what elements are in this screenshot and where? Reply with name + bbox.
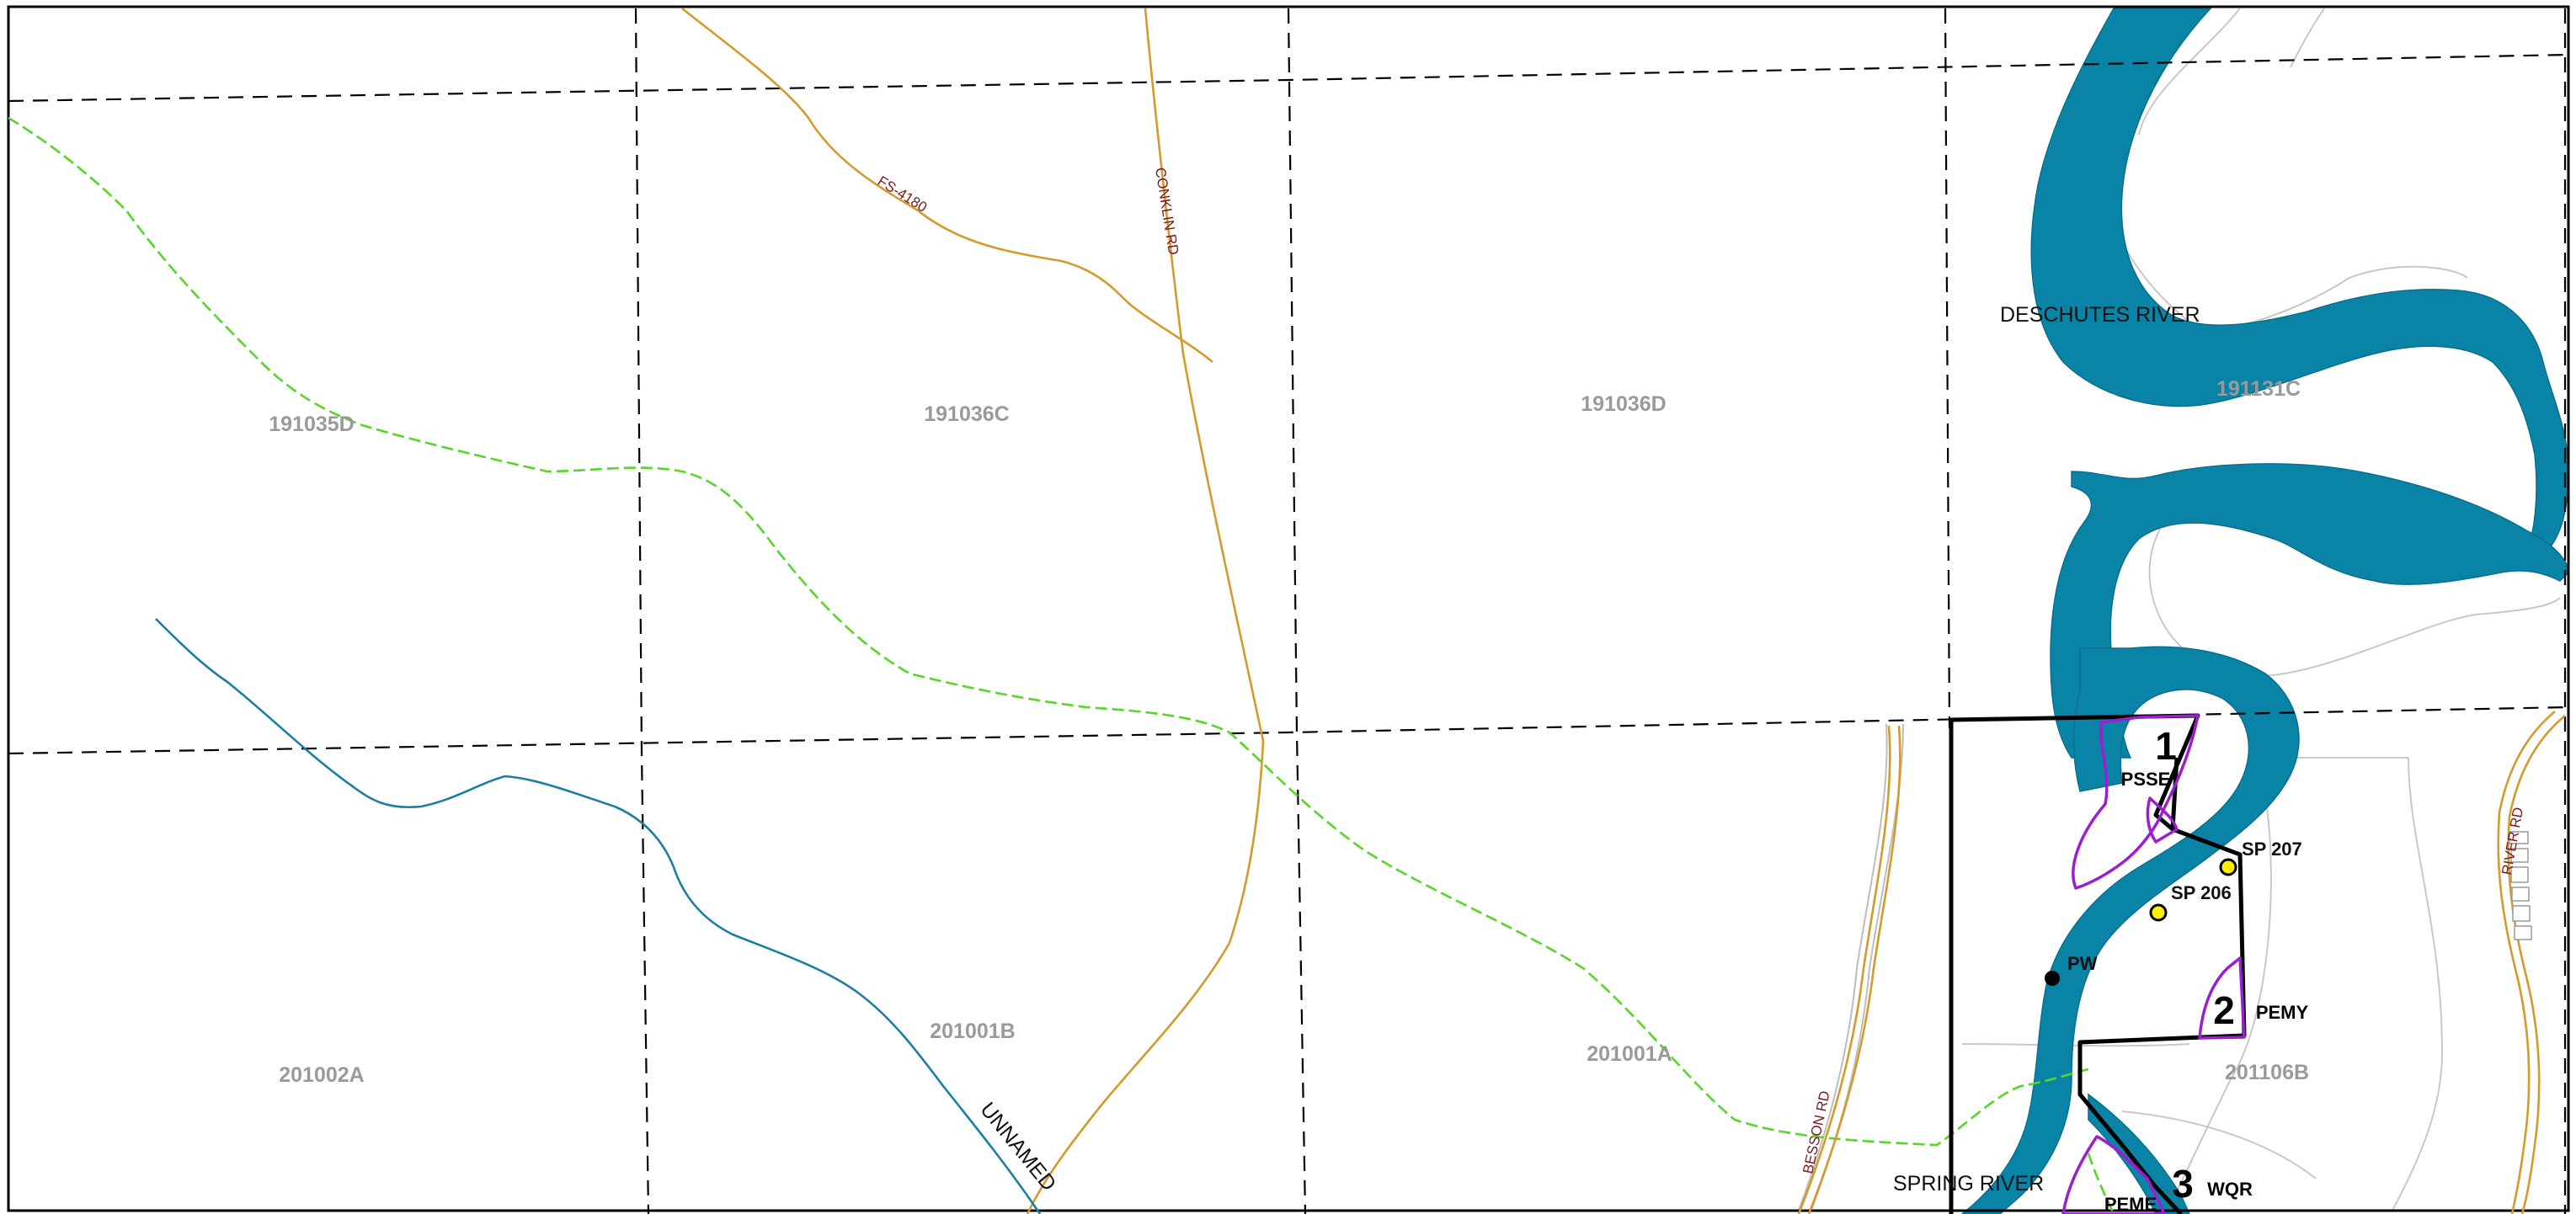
- section-labels: 191035D 191036C 191036D 191131C 201002A …: [269, 377, 2309, 1087]
- sample-point-label: SP 206: [2171, 882, 2232, 903]
- well-pw-marker: [2045, 971, 2060, 986]
- sample-point-label: SP 207: [2242, 839, 2302, 860]
- wetland-code-label: PEME: [2104, 1194, 2157, 1214]
- river-rd-road-b: [2497, 711, 2556, 1214]
- besson-rd-road-a: [1807, 725, 1901, 1214]
- wetland-2-outline: [2198, 956, 2246, 1040]
- river-label-deschutes: DESCHUTES RIVER: [2000, 303, 2200, 327]
- trail-lines: [8, 116, 2115, 1214]
- section-label: 191035D: [269, 413, 354, 436]
- wetland-1-inner: [2146, 796, 2179, 844]
- wetland-labels: 1 PSSE 2 PEMY 3 WQR PEME: [2104, 724, 2309, 1214]
- point-labels: SP 207 SP 206 PW: [2067, 839, 2302, 974]
- well-label: PW: [2067, 953, 2098, 974]
- section-label: 191131C: [2216, 377, 2301, 401]
- unnamed-stream: [155, 618, 1042, 1214]
- fs-4180-road: [681, 7, 1213, 363]
- besson-rd-road-b: [1797, 725, 1891, 1214]
- road-lines: [681, 7, 2566, 1214]
- wetland-code-label: PSSE: [2121, 769, 2171, 790]
- deschutes-river-middle-bend: [2050, 463, 2569, 759]
- sample-points: [2045, 858, 2237, 986]
- river-label-spring: SPRING RIVER: [1893, 1172, 2044, 1195]
- wetland-polygons: [2061, 714, 2246, 1214]
- river-polygons: [1960, 8, 2569, 1214]
- wetland-3-outline: [2061, 1135, 2166, 1214]
- wetland-1-outline: [2072, 714, 2200, 890]
- sample-point-sp206-marker: [2149, 903, 2168, 922]
- wetland-code-label: PEMY: [2256, 1002, 2309, 1023]
- deschutes-river-lower-loop: [1960, 646, 2300, 1214]
- section-label: 201001B: [930, 1020, 1015, 1043]
- section-label: 201106B: [2225, 1061, 2309, 1084]
- sample-point-sp207-marker: [2219, 858, 2237, 876]
- wetland-number-label: 2: [2213, 988, 2235, 1032]
- section-label: 201002A: [279, 1063, 364, 1087]
- wetland-number-label: 1: [2155, 724, 2177, 768]
- section-label: 201001A: [1587, 1042, 1672, 1066]
- river-rd-road-a: [2507, 715, 2566, 1214]
- wetland-code-label: WQR: [2207, 1179, 2253, 1200]
- wetland-number-label: 3: [2172, 1162, 2194, 1206]
- section-label: 191036D: [1581, 392, 1666, 416]
- buildings: [2509, 831, 2532, 940]
- conklin-rd-road: [1026, 8, 1265, 1214]
- map-frame: [7, 5, 2570, 1212]
- section-label: 191036C: [924, 402, 1009, 426]
